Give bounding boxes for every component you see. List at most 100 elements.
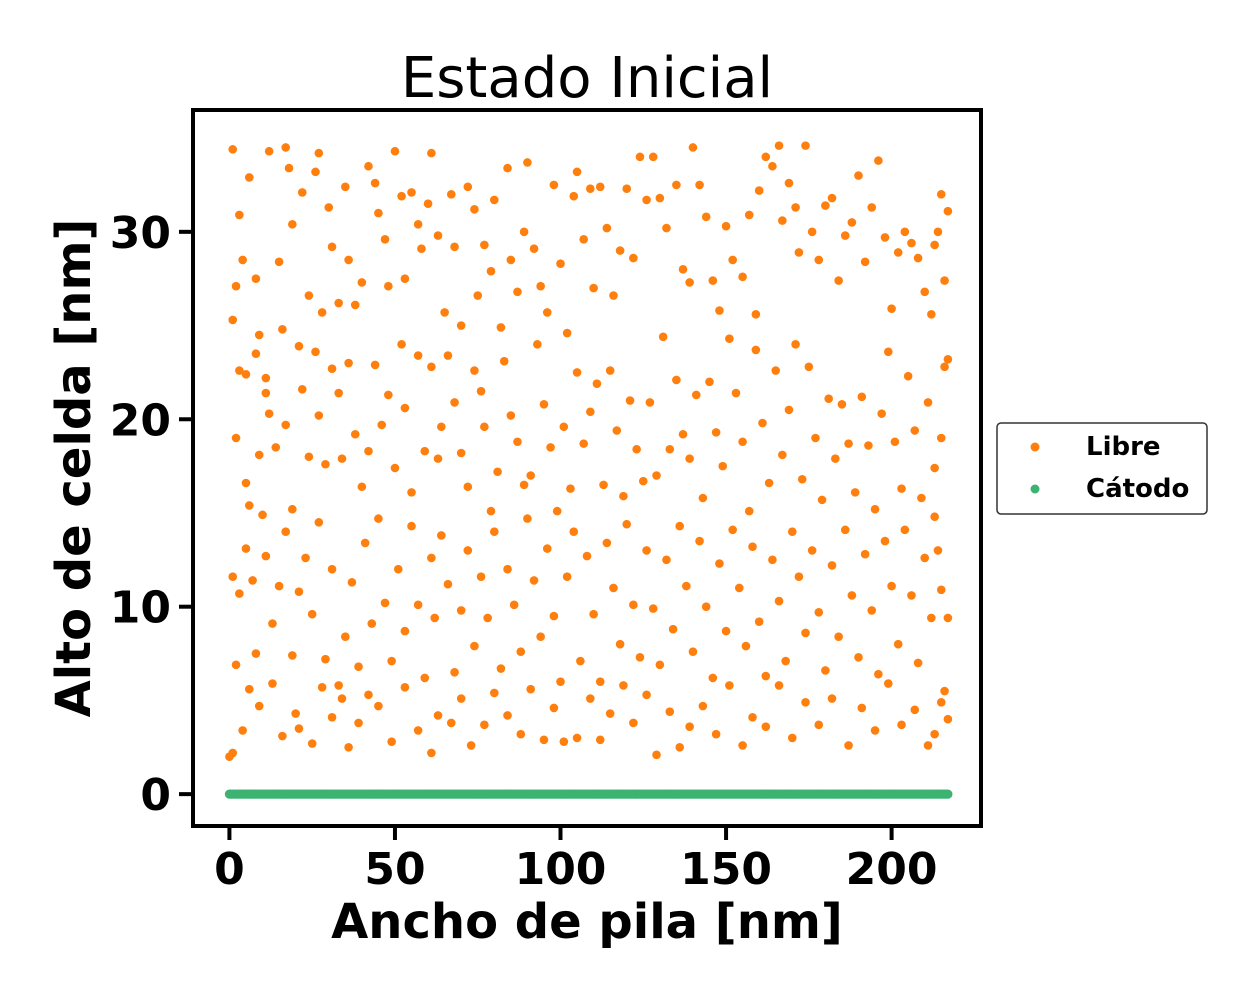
libre-point — [278, 324, 287, 334]
libre-point — [936, 433, 946, 443]
libre-point — [489, 195, 499, 205]
libre-point — [854, 171, 863, 180]
libre-point — [254, 450, 264, 460]
libre-point — [738, 437, 747, 447]
libre-point — [668, 624, 678, 634]
libre-point — [874, 669, 883, 679]
libre-point — [231, 433, 241, 443]
libre-point — [374, 514, 383, 523]
libre-point — [456, 606, 466, 615]
libre-point — [552, 506, 562, 516]
libre-point — [437, 531, 446, 540]
libre-point — [675, 521, 685, 531]
catodo-point — [943, 789, 953, 799]
libre-point — [364, 690, 373, 700]
libre-point — [579, 439, 588, 448]
libre-point — [920, 287, 930, 297]
legend-label-catodo: Cátodo — [1086, 474, 1189, 504]
libre-point — [407, 488, 416, 497]
libre-point — [294, 724, 304, 733]
libre-point — [526, 471, 536, 480]
libre-point — [784, 405, 794, 415]
libre-point — [238, 726, 247, 735]
libre-point — [321, 459, 330, 469]
libre-point — [586, 694, 595, 703]
libre-point — [774, 596, 784, 606]
libre-point — [397, 339, 406, 349]
libre-point — [751, 345, 761, 355]
libre-point — [834, 276, 843, 285]
libre-point — [427, 148, 436, 158]
libre-point — [731, 388, 741, 398]
libre-point — [357, 482, 367, 492]
libre-point — [595, 182, 605, 192]
libre-point — [347, 578, 357, 587]
libre-point — [864, 441, 873, 450]
libre-point — [456, 321, 466, 330]
libre-point — [804, 362, 814, 372]
libre-point — [523, 514, 532, 523]
libre-point — [489, 527, 499, 537]
libre-point — [778, 216, 787, 225]
libre-point — [814, 608, 824, 617]
libre-point — [764, 478, 774, 488]
libre-point — [281, 420, 291, 430]
libre-point — [473, 291, 483, 300]
x-tick-label: 0 — [214, 844, 245, 895]
libre-point — [433, 711, 443, 720]
libre-point — [297, 188, 307, 197]
libre-point — [503, 163, 512, 173]
libre-point — [927, 310, 936, 319]
libre-point — [807, 227, 817, 237]
libre-point — [480, 240, 489, 250]
libre-point — [244, 501, 254, 510]
libre-point — [456, 694, 466, 703]
libre-point — [675, 742, 685, 752]
libre-point — [827, 561, 837, 570]
libre-point — [536, 281, 545, 291]
libre-point — [327, 364, 337, 373]
libre-point — [513, 437, 522, 447]
libre-point — [897, 484, 906, 493]
libre-point — [228, 315, 238, 325]
libre-point — [725, 681, 734, 690]
libre-point — [244, 173, 254, 182]
libre-point — [771, 366, 781, 375]
libre-point — [400, 274, 410, 283]
libre-point — [427, 362, 436, 372]
libre-point — [900, 525, 910, 535]
libre-point — [238, 255, 247, 265]
libre-point — [228, 748, 238, 758]
libre-point — [450, 668, 459, 677]
libre-point — [844, 741, 853, 750]
libre-point — [443, 579, 453, 589]
libre-point — [774, 681, 784, 690]
libre-point — [672, 375, 681, 385]
libre-point — [274, 257, 284, 267]
libre-point — [327, 564, 337, 574]
libre-point — [691, 390, 701, 400]
libre-point — [384, 281, 393, 291]
libre-point — [784, 178, 794, 188]
libre-point — [446, 718, 456, 728]
libre-point — [936, 585, 946, 595]
libre-point — [602, 223, 612, 233]
libre-point — [642, 690, 651, 700]
libre-point — [662, 555, 671, 565]
libre-point — [943, 714, 953, 724]
libre-point — [334, 681, 343, 690]
libre-point — [529, 244, 539, 254]
libre-point — [635, 152, 645, 162]
libre-point — [569, 191, 579, 201]
libre-point — [827, 193, 837, 203]
libre-point — [645, 398, 655, 407]
libre-point — [834, 632, 843, 641]
libre-point — [304, 452, 314, 462]
libre-point — [261, 551, 271, 561]
libre-point — [930, 240, 939, 250]
libre-point — [509, 600, 519, 610]
libre-point — [857, 392, 867, 402]
libre-point — [327, 712, 337, 722]
y-tick-label: 20 — [110, 395, 171, 446]
